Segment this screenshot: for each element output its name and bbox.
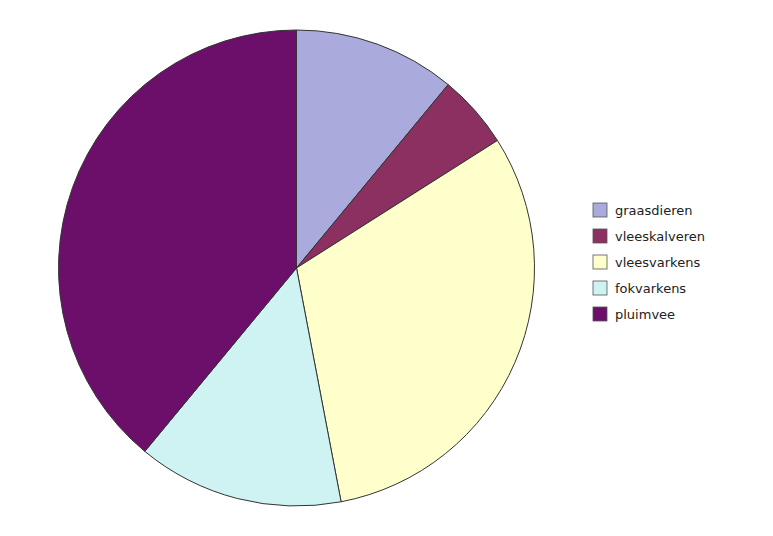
legend-swatch (593, 229, 607, 243)
legend: graasdieren vleeskalveren vleesvarkens fokv… (593, 203, 705, 322)
pie-slice (59, 30, 297, 451)
chart: graasdieren vleeskalveren vleesvarkens fokv… (0, 0, 773, 536)
legend-swatch (593, 203, 607, 217)
legend-label: vleeskalveren (615, 229, 705, 244)
legend-label: pluimvee (615, 307, 675, 322)
pie (59, 30, 535, 506)
legend-item: fokvarkens (593, 281, 686, 296)
legend-item: pluimvee (593, 307, 675, 322)
legend-swatch (593, 281, 607, 295)
legend-label: graasdieren (615, 203, 692, 218)
chart-container: graasdieren vleeskalveren vleesvarkens fokv… (0, 0, 773, 536)
legend-swatch (593, 307, 607, 321)
legend-label: fokvarkens (615, 281, 686, 296)
legend-swatch (593, 255, 607, 269)
pie-slice (297, 140, 535, 501)
legend-item: vleesvarkens (593, 255, 700, 270)
legend-item: vleeskalveren (593, 229, 705, 244)
legend-item: graasdieren (593, 203, 692, 218)
legend-label: vleesvarkens (615, 255, 700, 270)
